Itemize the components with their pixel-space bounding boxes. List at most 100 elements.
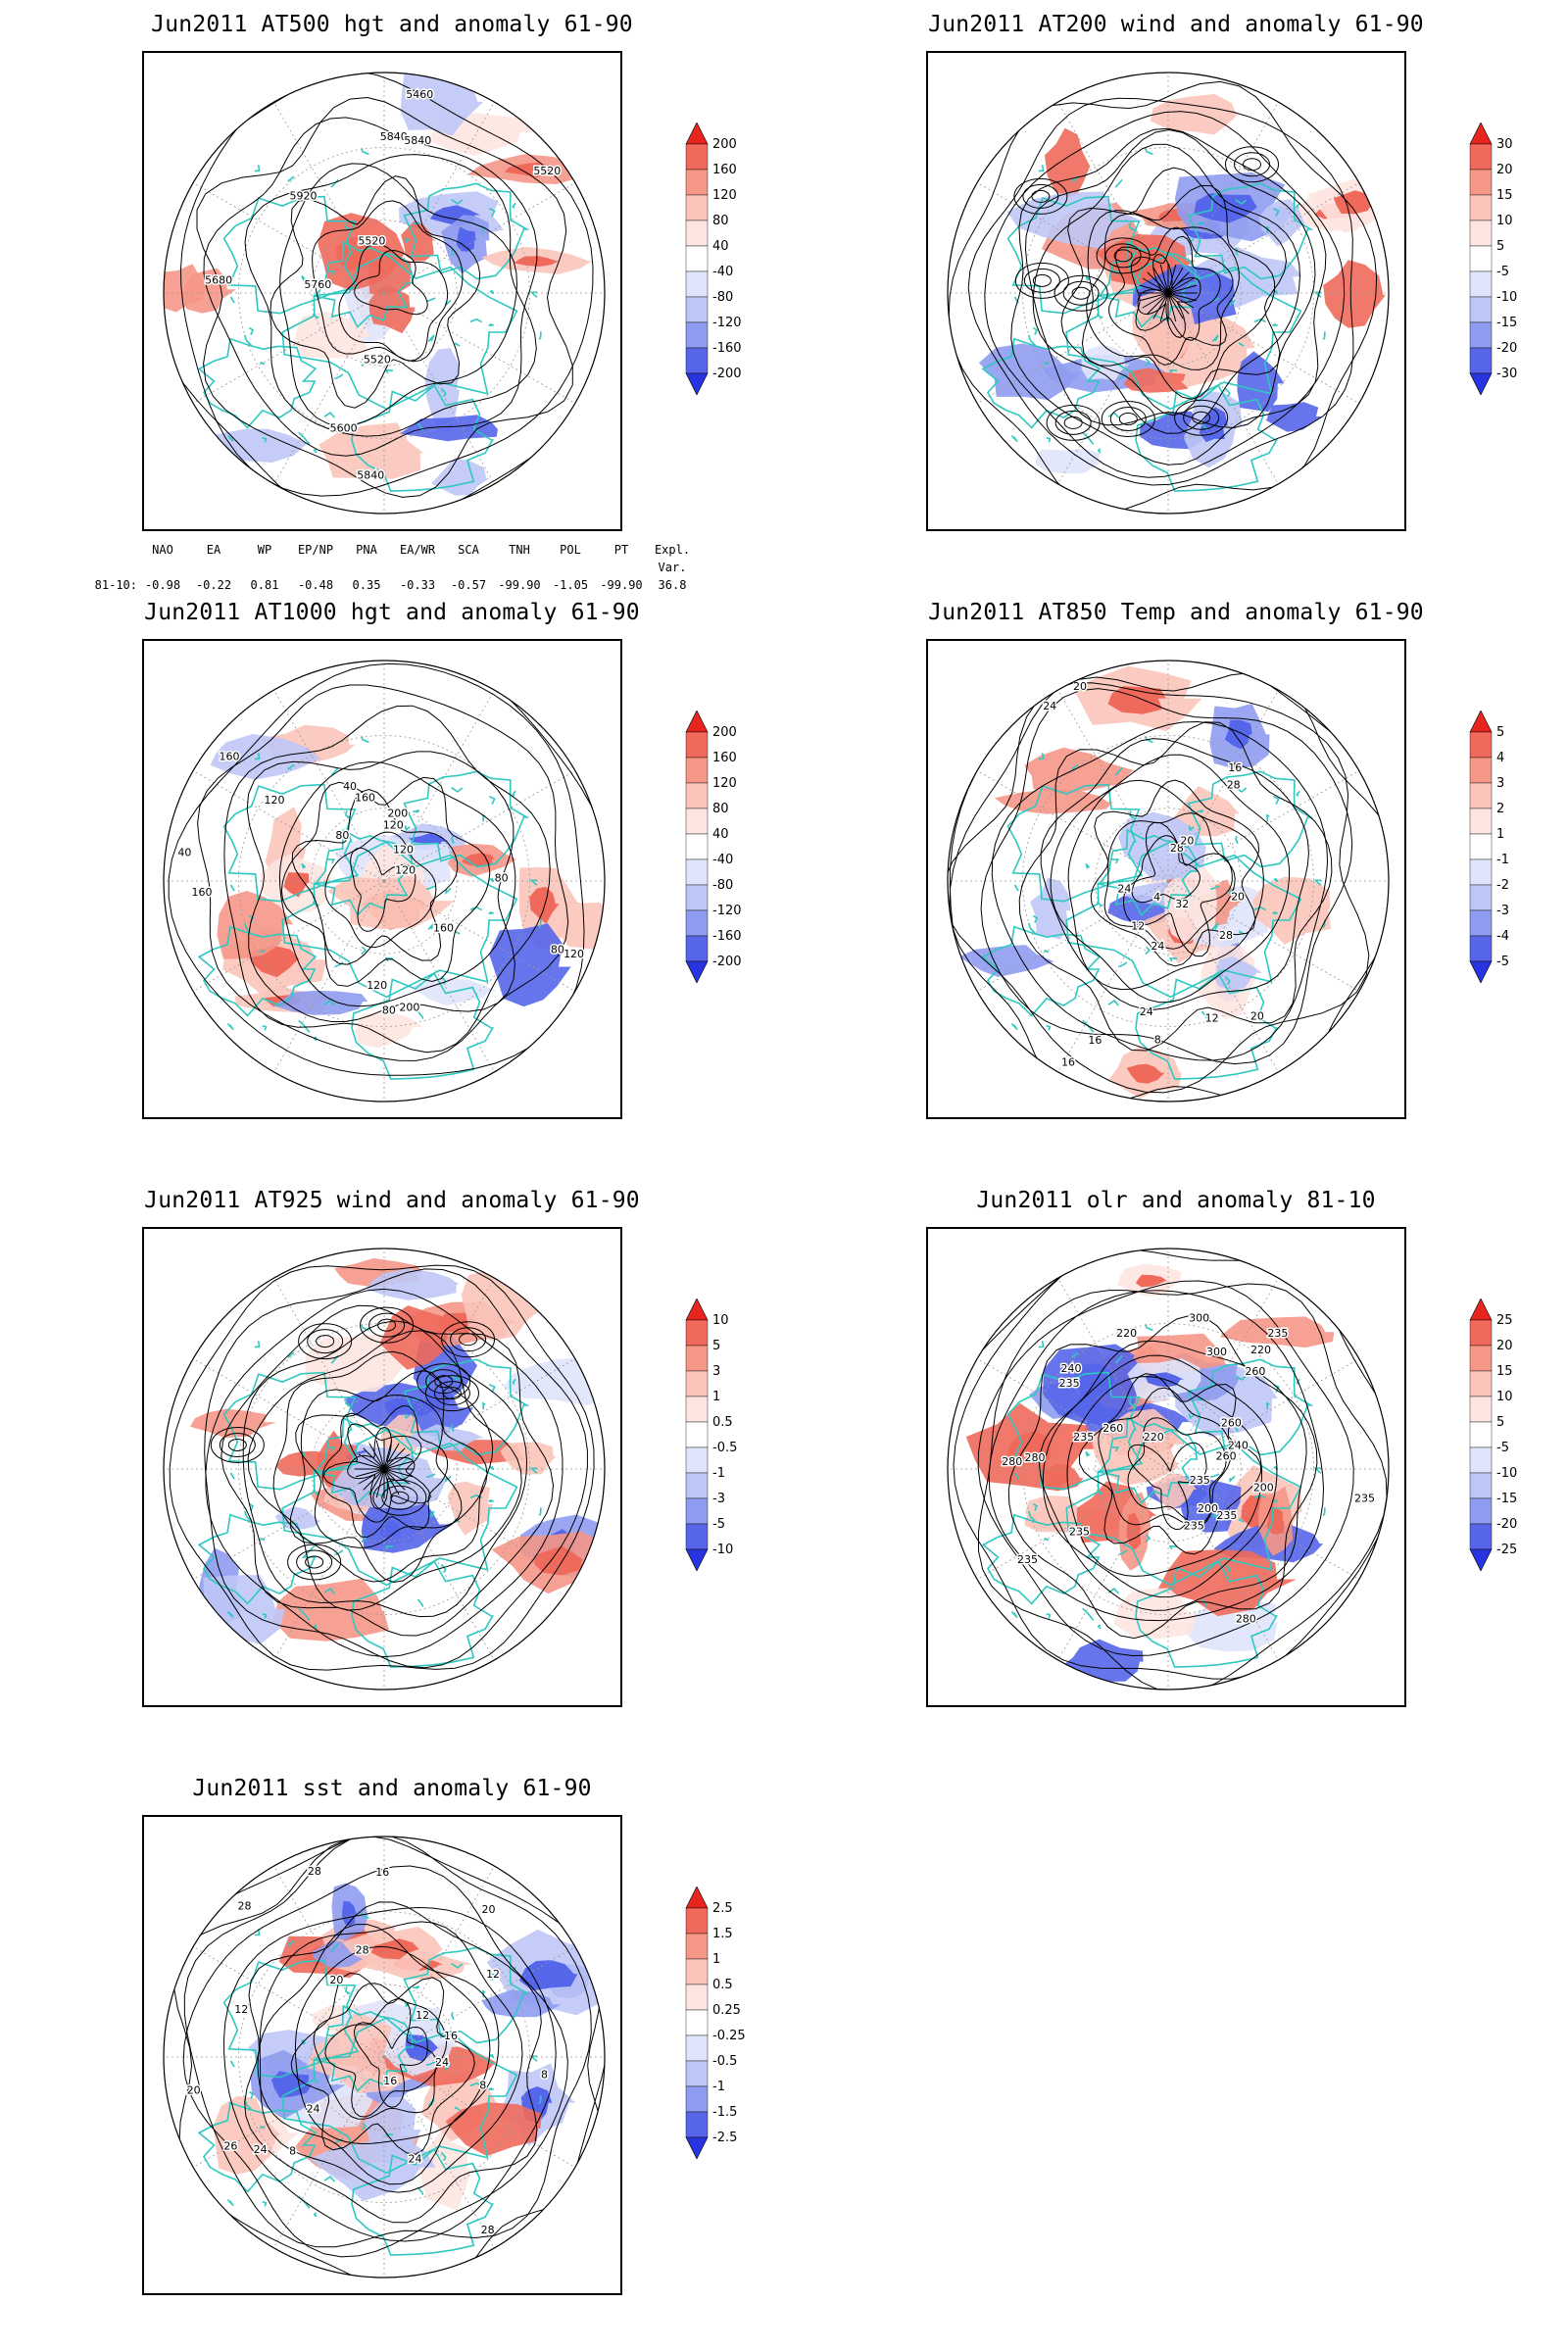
contour-label: 240	[1061, 1362, 1082, 1375]
contour-label: 12	[486, 1968, 500, 1981]
index-value: -99.90	[600, 578, 643, 592]
colorbar-tick-label: -2	[1496, 878, 1509, 893]
contour-label: 28	[1227, 778, 1241, 791]
colorbar-bottom-arrow	[1469, 1548, 1493, 1572]
colorbar-bottom-arrow	[1469, 372, 1493, 396]
colorbar-swatch	[1469, 808, 1493, 835]
contour-label: 24	[307, 2102, 320, 2115]
colorbar-swatch	[685, 782, 709, 809]
colorbar-tick-label: 4	[1496, 751, 1504, 765]
contour-label: 26	[223, 2139, 237, 2152]
colorbar-tick-label: -15	[1496, 1492, 1517, 1506]
contour-label: 20	[1231, 891, 1245, 904]
index-value: 0.35	[352, 578, 381, 592]
colorbar-swatch	[1469, 731, 1493, 759]
colorbar-tick-label: 10	[712, 1313, 729, 1328]
index-header: PT	[613, 543, 629, 557]
contour-label: 80	[382, 1004, 396, 1017]
index-header: SCA	[458, 543, 479, 557]
map-frame: 16 12 20 24 28 4 8 20 24 28 32 16 12 24 28 20 24 20 16	[926, 639, 1406, 1119]
colorbar-swatch	[685, 2085, 709, 2113]
contour-label: 12	[1131, 920, 1145, 933]
contour-label: 240	[1228, 1439, 1249, 1451]
panel-title: Jun2011 AT200 wind and anomaly 61-90	[928, 12, 1424, 37]
colorbar-top-arrow	[685, 1886, 709, 1909]
contour-label: 5920	[289, 189, 317, 202]
polar-map: 28 24 20 16 12 8 26 24 20 16 12 8 28 24 12 8 16 20 24 28 28	[163, 1836, 606, 2278]
colorbar-tick-label: 120	[712, 188, 737, 203]
colorbar-swatch	[685, 1345, 709, 1372]
colorbar-swatch	[685, 731, 709, 759]
contour-label: 16	[444, 2030, 458, 2042]
colorbar-tick-label: 3	[712, 1364, 720, 1379]
map-panel-p1: Jun2011 AT500 hgt and anomaly 61-90 5840 5…	[0, 0, 784, 592]
colorbar-swatch	[1469, 1523, 1493, 1550]
panel-title: Jun2011 AT850 Temp and anomaly 61-90	[928, 600, 1424, 625]
contour-label: 280	[1002, 1455, 1022, 1468]
contour-label: 20	[1073, 680, 1087, 693]
colorbar-bottom-arrow	[685, 960, 709, 984]
map-content	[164, 73, 605, 514]
colorbar-tick-label: 40	[712, 827, 729, 842]
colorbar-swatch	[685, 1370, 709, 1397]
colorbar-swatch	[1469, 1319, 1493, 1347]
colorbar-tick-label: -20	[1496, 341, 1517, 356]
colorbar-tick-label: 160	[712, 751, 737, 765]
colorbar-tick-label: -40	[712, 265, 733, 279]
contour-label: 260	[1216, 1450, 1237, 1463]
colorbar-tick-label: -200	[712, 367, 742, 381]
contour-label: 20	[329, 1974, 343, 1986]
contour-label: 120	[383, 818, 404, 831]
contour-label: 16	[1061, 1055, 1075, 1068]
contour-label: 5840	[357, 469, 384, 482]
colorbar-tick-label: 25	[1496, 1313, 1513, 1328]
colorbar-tick-label: -120	[712, 316, 742, 330]
colorbar-swatch	[685, 884, 709, 911]
colorbar-swatch	[685, 270, 709, 298]
contour-label: 160	[220, 751, 240, 763]
colorbar-top-arrow	[685, 710, 709, 733]
colorbar-tick-label: 5	[1496, 1415, 1504, 1430]
map-frame: 235 240 235 260 200 280 200 235 220 235 300 235 220 2…	[926, 1227, 1406, 1707]
index-header: WP	[257, 543, 272, 557]
colorbar-swatch	[1469, 245, 1493, 272]
panel-title: Jun2011 AT500 hgt and anomaly 61-90	[151, 12, 633, 37]
index-header: EP/NP	[297, 543, 334, 557]
contour-label: 200	[387, 808, 408, 820]
contour-label: 20	[482, 1903, 496, 1916]
index-header: EA	[206, 543, 221, 557]
contour-label: 20	[1180, 834, 1194, 847]
colorbar: 5 4 3 2 1 -1 -2 -3 -4 -5	[1469, 710, 1509, 984]
contour-label: 28	[356, 1944, 369, 1957]
anomaly-shading	[164, 73, 594, 496]
contour-label: 8	[541, 2068, 548, 2081]
contour-labels: 1201601208020016012080401601202001601208…	[176, 749, 586, 1018]
colorbar-tick-label: 1.5	[712, 1927, 733, 1941]
colorbar-swatch	[1469, 833, 1493, 860]
colorbar: 200 160 120 80 40 -40 -80 -120 -160 -200	[685, 710, 742, 984]
map-frame	[142, 1227, 622, 1707]
colorbar-tick-label: 1	[712, 1390, 720, 1404]
contour-label: 20	[187, 2084, 201, 2097]
coastlines	[197, 1911, 542, 2256]
index-value: -99.90	[498, 578, 541, 592]
contours	[169, 1264, 595, 1671]
colorbar-tick-label: 20	[1496, 163, 1513, 177]
colorbar-swatch	[685, 2060, 709, 2087]
map-content	[164, 661, 605, 1102]
colorbar-tick-label: -30	[1496, 367, 1517, 381]
map-frame: 120 160 120 80 200 160 120 80 40 160 120 200 160 120 8…	[142, 639, 622, 1119]
contour-label: 16	[375, 1866, 389, 1879]
colorbar-swatch	[685, 296, 709, 323]
colorbar-swatch	[1469, 909, 1493, 937]
colorbar-tick-label: 10	[1496, 1390, 1513, 1404]
index-header: Expl. Var.	[654, 543, 691, 574]
colorbar-swatch	[685, 1933, 709, 1960]
contour-label: 8	[289, 2144, 296, 2157]
colorbar-tick-label: -80	[712, 290, 733, 305]
contour-label: 5600	[330, 422, 358, 435]
contour-label: 8	[1154, 1034, 1161, 1047]
